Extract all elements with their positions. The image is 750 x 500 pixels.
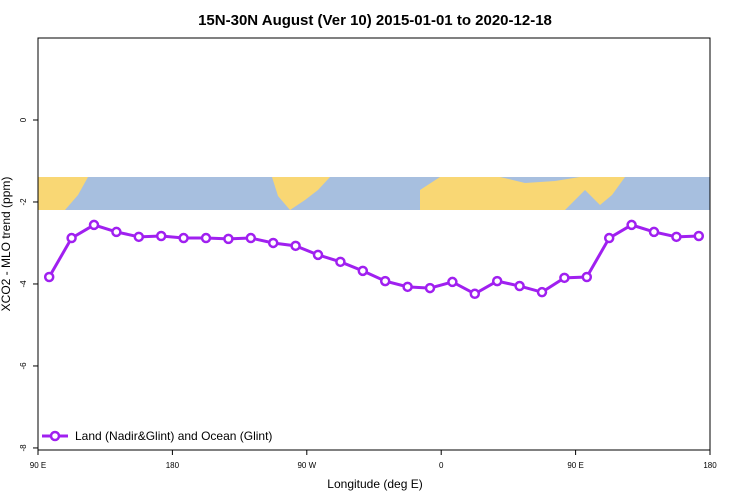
point [559, 272, 570, 284]
x-tick-label: 180 [166, 461, 180, 470]
point [469, 288, 481, 300]
point [491, 275, 503, 287]
x-tick-label: 180 [703, 461, 717, 470]
x-tick-label: 0 [439, 461, 444, 470]
point [200, 232, 212, 244]
x-tick-label: 90 E [30, 461, 46, 470]
y-tick-label: -2 [19, 198, 28, 206]
point [447, 276, 458, 288]
point [43, 271, 55, 283]
x-tick-label: 90 W [297, 461, 316, 470]
point [267, 237, 279, 249]
point [648, 226, 660, 238]
y-tick-label: -8 [19, 444, 28, 452]
point [178, 232, 189, 244]
plot-frame [37, 37, 711, 451]
point [111, 226, 122, 238]
legend-marker [49, 430, 61, 442]
x-tick-label: 90 E [567, 461, 583, 470]
point [88, 219, 100, 231]
point [290, 240, 301, 252]
chart-title: 15N-30N August (Ver 10) 2015-01-01 to 20… [198, 12, 552, 29]
point [133, 231, 145, 243]
point [603, 232, 615, 244]
y-tick-label: -6 [19, 362, 28, 370]
point [536, 286, 548, 298]
point [514, 280, 525, 292]
point [357, 265, 369, 277]
point [581, 271, 593, 283]
map-band [38, 177, 710, 210]
point [312, 249, 324, 261]
point [223, 233, 234, 245]
legend-label: Land (Nadir&Glint) and Ocean (Glint) [75, 429, 272, 443]
point [245, 232, 257, 244]
point [379, 275, 391, 287]
point [402, 281, 413, 293]
y-axis-label: XCO2 - MLO trend (ppm) [0, 177, 13, 312]
point [671, 231, 682, 243]
point [693, 230, 705, 242]
point [626, 219, 637, 231]
point [335, 256, 346, 268]
point [424, 282, 436, 294]
point [66, 232, 77, 244]
point [155, 230, 167, 242]
y-tick-label: 0 [19, 117, 28, 122]
y-tick-label: -4 [19, 280, 28, 288]
series-line [47, 223, 699, 296]
x-axis-label: Longitude (deg E) [327, 477, 422, 491]
